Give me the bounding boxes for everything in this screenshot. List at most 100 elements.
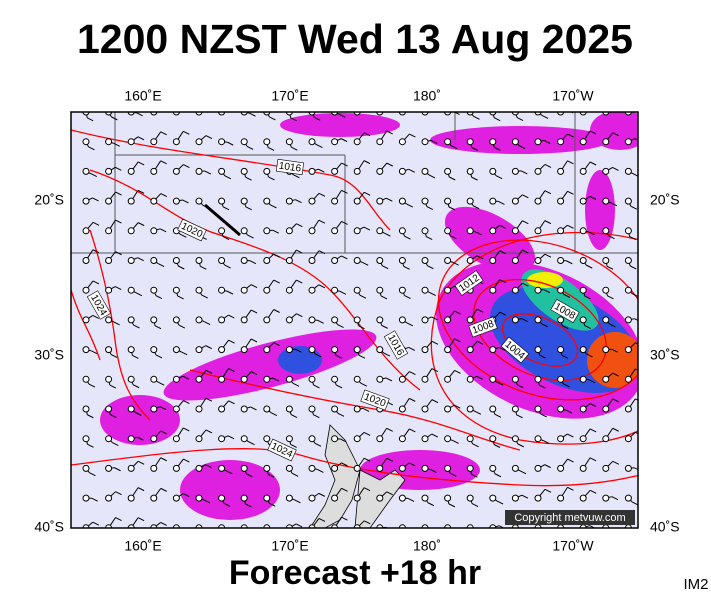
barb-flag bbox=[183, 130, 190, 135]
barb-flag bbox=[137, 487, 145, 492]
barb-flag bbox=[86, 117, 94, 122]
barb-flag bbox=[160, 487, 167, 492]
barb-flag bbox=[516, 414, 523, 419]
barb-flag bbox=[567, 486, 574, 491]
barb-flag bbox=[137, 136, 145, 141]
barb-flag bbox=[296, 249, 303, 254]
barb-station bbox=[150, 257, 158, 264]
barb-station bbox=[331, 435, 339, 443]
barb-flag bbox=[292, 382, 300, 387]
lat-label-left: 40˚S bbox=[34, 519, 64, 535]
barb-station bbox=[489, 375, 497, 383]
barb-flag bbox=[223, 502, 231, 507]
barb-flag bbox=[522, 220, 529, 225]
barb-flag bbox=[205, 135, 213, 140]
barb-station bbox=[511, 405, 519, 413]
barb-station bbox=[444, 286, 452, 294]
barb-station bbox=[624, 435, 632, 443]
barb-flag bbox=[475, 231, 482, 236]
barb-station bbox=[376, 375, 384, 383]
barb-station bbox=[240, 286, 248, 294]
barb-flag bbox=[341, 462, 348, 467]
barb-station bbox=[557, 138, 565, 146]
barb-flag bbox=[314, 442, 322, 447]
barb-flag bbox=[589, 428, 597, 433]
barb-flag bbox=[364, 108, 370, 111]
barb-flag bbox=[427, 265, 434, 270]
barb-flag bbox=[363, 160, 371, 165]
barb-station bbox=[82, 405, 90, 413]
barb-station bbox=[353, 494, 361, 502]
barb-flag bbox=[449, 533, 455, 536]
barb-flag bbox=[245, 503, 252, 508]
barb-station bbox=[105, 405, 113, 413]
barb-flag bbox=[318, 192, 326, 197]
barb-flag bbox=[431, 399, 439, 404]
barb-flag bbox=[111, 116, 118, 121]
barb-flag bbox=[363, 487, 371, 492]
barb-flag bbox=[543, 139, 551, 144]
lon-label-top: 160˚E bbox=[124, 88, 161, 104]
barb-station bbox=[579, 138, 587, 146]
barb-flag bbox=[386, 197, 393, 202]
barb-flag bbox=[404, 235, 411, 240]
axis-labels: 160˚E 160˚E 170˚E 170˚E 180˚ 180˚ 170˚W 170˚W 20… bbox=[34, 88, 679, 554]
barb-station bbox=[624, 405, 632, 413]
barb-flag bbox=[476, 340, 484, 345]
barb-flag bbox=[341, 162, 348, 167]
barb-station bbox=[331, 197, 339, 205]
barb-station bbox=[421, 286, 429, 294]
barb-station bbox=[511, 197, 519, 205]
barb-station bbox=[624, 197, 632, 205]
barb-station bbox=[444, 494, 452, 502]
barb-station bbox=[218, 138, 226, 146]
barb-station bbox=[240, 138, 248, 146]
barb-flag bbox=[541, 115, 549, 119]
barb-flag bbox=[493, 444, 501, 448]
barb-flag bbox=[158, 381, 165, 386]
barb-station bbox=[308, 227, 316, 235]
barb-flag bbox=[341, 516, 348, 521]
barb-station bbox=[602, 197, 610, 205]
barb-station bbox=[444, 316, 452, 324]
barb-station bbox=[263, 464, 271, 472]
barb-station bbox=[331, 227, 339, 235]
barb-station bbox=[489, 464, 497, 472]
barb-station bbox=[218, 316, 226, 324]
barb-station bbox=[398, 167, 406, 175]
barb-station bbox=[105, 197, 113, 205]
barb-flag bbox=[273, 309, 280, 313]
barb-station bbox=[557, 197, 565, 205]
barb-flag bbox=[472, 205, 480, 210]
barb-station bbox=[218, 167, 226, 175]
barb-station bbox=[331, 464, 339, 472]
barb-flag bbox=[92, 249, 100, 254]
barb-station bbox=[466, 405, 474, 413]
barb-station bbox=[218, 435, 226, 443]
barb-flag bbox=[539, 384, 546, 389]
barb-station bbox=[534, 316, 542, 324]
barb-flag bbox=[561, 325, 569, 330]
barb-flag bbox=[635, 368, 638, 371]
barb-flag bbox=[246, 145, 254, 150]
barb-station bbox=[172, 435, 180, 443]
barb-station bbox=[285, 405, 293, 413]
barb-flag bbox=[635, 398, 638, 401]
barb-flag bbox=[290, 117, 297, 122]
barb-flag bbox=[295, 348, 302, 353]
barb-station bbox=[240, 375, 248, 383]
barb-flag bbox=[631, 501, 638, 506]
barb-station bbox=[466, 257, 474, 264]
barb-flag bbox=[202, 204, 209, 209]
barb-flag bbox=[610, 531, 616, 534]
barb-station bbox=[444, 197, 452, 205]
barb-station bbox=[331, 257, 339, 264]
barb-station bbox=[308, 435, 316, 443]
barb-flag bbox=[178, 324, 186, 329]
barb-station bbox=[534, 227, 542, 235]
barb-flag bbox=[87, 414, 94, 419]
barb-flag bbox=[268, 502, 276, 507]
boundaries bbox=[71, 112, 638, 254]
barb-station bbox=[172, 167, 180, 175]
barb-station bbox=[534, 197, 542, 205]
